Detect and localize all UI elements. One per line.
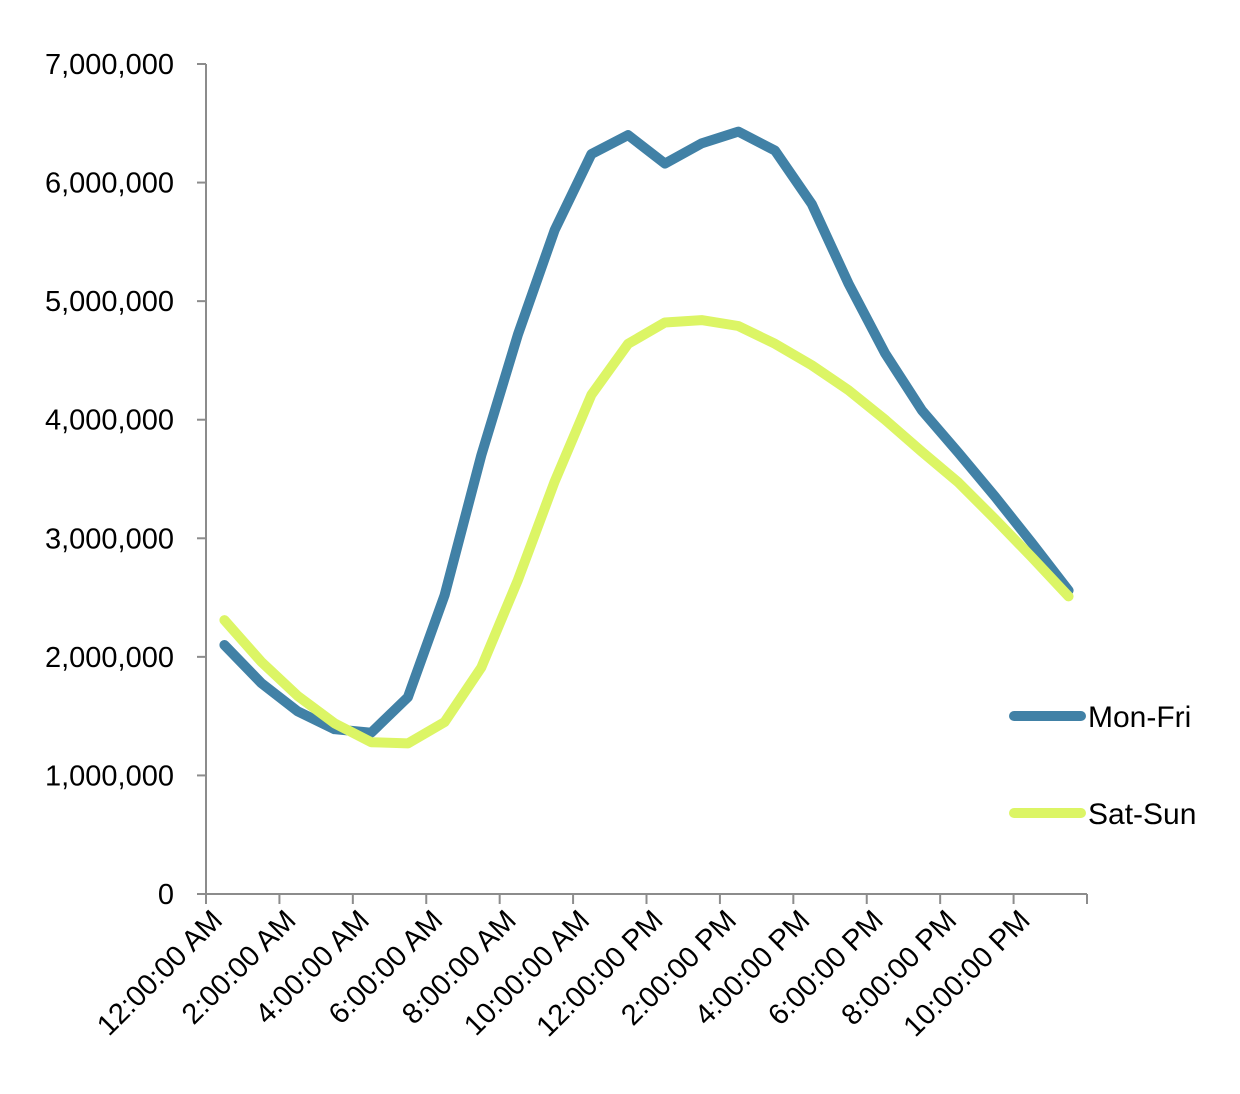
legend: Mon-Fri Sat-Sun <box>1009 701 1196 831</box>
y-tick-label: 2,000,000 <box>45 642 174 674</box>
y-tick-label: 7,000,000 <box>45 49 174 81</box>
y-tick-label: 0 <box>158 879 174 911</box>
y-tick-label: 3,000,000 <box>45 523 174 555</box>
series-lines <box>219 126 1074 749</box>
series-line-mon-fri <box>219 126 1074 738</box>
x-tick-label: 12:00:00 AM <box>91 904 229 1042</box>
y-tick-label: 6,000,000 <box>45 168 174 200</box>
legend-label-sat-sun: Sat-Sun <box>1088 798 1196 831</box>
y-tick-label: 1,000,000 <box>45 760 174 792</box>
y-tick-label: 4,000,000 <box>45 405 174 437</box>
legend-label-mon-fri: Mon-Fri <box>1088 701 1191 734</box>
series-line-sat-sun <box>219 315 1074 749</box>
y-tick-label: 5,000,000 <box>45 286 174 318</box>
x-axis: 12:00:00 AM2:00:00 AM4:00:00 AM6:00:00 A… <box>91 893 1088 1043</box>
y-axis: 0 1,000,000 2,000,000 3,000,000 4,000,000 5,0… <box>45 49 207 911</box>
